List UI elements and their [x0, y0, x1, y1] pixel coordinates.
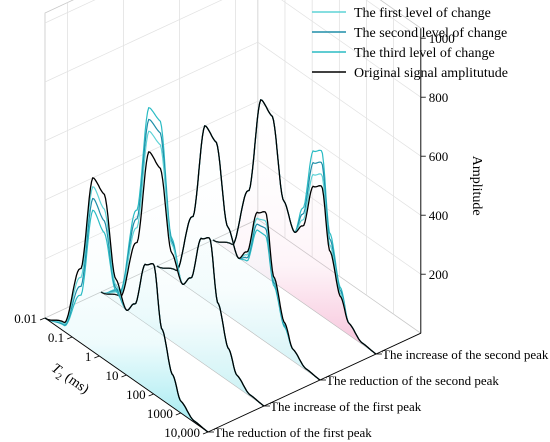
y-tick-label: 600 — [429, 149, 449, 164]
series-line-original-signal-amplitutude — [100, 151, 265, 407]
y-tick-label: 200 — [429, 267, 449, 282]
x-tick-mark — [121, 374, 127, 378]
x-tick-mark — [39, 317, 46, 321]
amplitude-gridline — [44, 0, 422, 39]
legend-label: Original signal amplitutude — [354, 66, 508, 81]
y-ticks: 200 400 600 800 1000 — [420, 28, 455, 334]
legend-label: The third level of change — [354, 46, 495, 61]
series-line-original-signal-amplitutude — [212, 99, 377, 355]
panel-label: The increase of the second peak — [382, 347, 549, 362]
amplitude-gridline — [44, 100, 422, 216]
amplitude-gridline — [44, 0, 422, 98]
panel-labels: The reduction of the first peak The incre… — [207, 332, 549, 440]
x-tick-label: 10 — [106, 368, 119, 383]
y-tick-label: 800 — [429, 90, 449, 105]
x-axis-label: T2 (ms) — [47, 361, 92, 400]
x-tick-label: 100 — [126, 387, 146, 402]
x-tick-mark — [94, 355, 100, 359]
panel-2 — [100, 106, 265, 407]
legend-label: The second level of change — [354, 26, 507, 41]
panel-3 — [156, 125, 321, 381]
x-tick-mark — [67, 336, 73, 340]
x-axis-line — [44, 317, 209, 433]
x-tick-label: 1 — [85, 349, 92, 364]
y-axis-label: Amplitude — [469, 156, 484, 216]
x-tick-label: 10,000 — [164, 425, 200, 440]
panel-label: The reduction of the first peak — [214, 425, 372, 440]
panel-4 — [212, 99, 377, 355]
panel-1 — [44, 177, 209, 433]
y-tick-label: 400 — [429, 208, 449, 223]
amplitude-gridline — [44, 41, 422, 157]
series-line-original-signal-amplitutude — [156, 125, 321, 381]
y-tick-label: 1000 — [429, 31, 455, 46]
depth-axis-line — [207, 332, 421, 433]
x-tick-label: 0.01 — [14, 311, 37, 326]
x-tick-label: 1000 — [147, 406, 173, 421]
legend: The first level of change The second leve… — [312, 6, 508, 81]
panel-label: The reduction of the second peak — [326, 373, 499, 388]
x-tick-mark — [148, 393, 154, 397]
panel-label: The increase of the first peak — [270, 399, 422, 414]
panels-layer — [44, 99, 377, 433]
x-tick-mark — [202, 431, 209, 435]
x-tick-label: 0.1 — [48, 330, 64, 345]
legend-label: The first level of change — [354, 6, 491, 21]
x-tick-mark — [175, 412, 181, 416]
series-line-original-signal-amplitutude — [44, 177, 209, 433]
